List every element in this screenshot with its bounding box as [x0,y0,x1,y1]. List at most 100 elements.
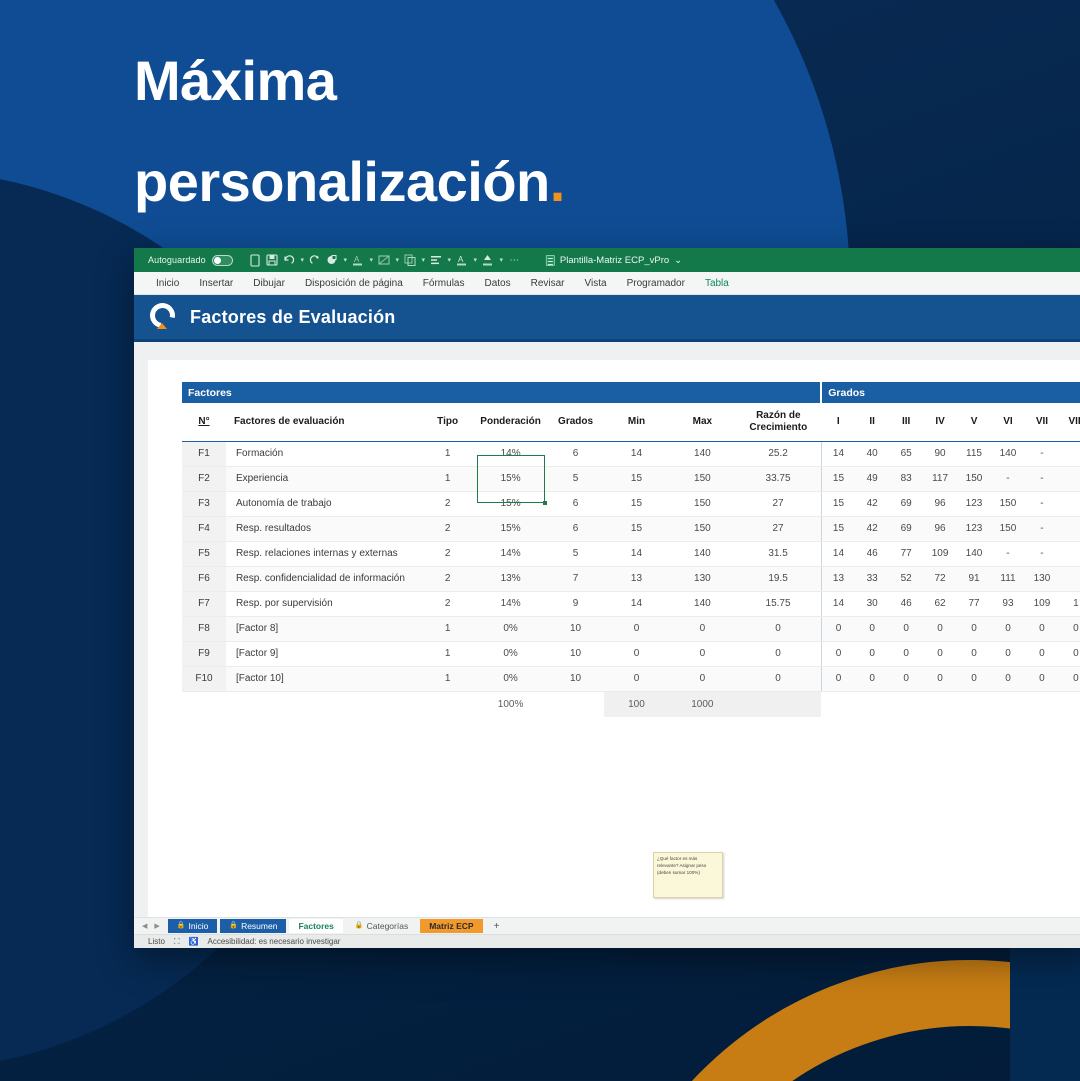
text-color-icon[interactable]: A [454,252,471,269]
header-grade-2[interactable]: II [855,403,890,442]
cell-num[interactable]: F4 [182,516,226,542]
cell-grade-1[interactable]: 15 [820,491,856,517]
cell-ponderacion[interactable]: 15% [473,516,548,542]
cell-grade-2[interactable]: 40 [855,441,890,467]
cell-razon[interactable]: 19.5 [735,566,822,592]
cell-factor[interactable]: Resp. resultados [225,516,422,542]
sheet-nav-prev-icon[interactable]: ◀ [142,923,148,930]
cell-grados[interactable]: 6 [547,491,604,517]
cell-tipo[interactable]: 1 [421,441,474,467]
cell-min[interactable]: 0 [603,666,670,692]
cell-factor[interactable]: [Factor 9] [225,641,422,667]
font-color-chevron-down-icon[interactable]: ▾ [369,257,373,264]
cell-max[interactable]: 0 [669,641,736,667]
cell-tipo[interactable]: 2 [421,591,474,617]
document-chevron-down-icon[interactable]: ⌄ [674,254,683,266]
fill-color-icon[interactable] [324,252,341,269]
cell-tipo[interactable]: 2 [421,516,474,542]
cell-grade-7[interactable]: 0 [1024,641,1059,667]
cell-grade-5[interactable]: 77 [957,591,991,617]
header-num[interactable]: N° [182,403,226,442]
cell-factor[interactable]: Resp. relaciones internas y externas [225,541,422,567]
table-row[interactable]: F3 Autonomía de trabajo 2 15% 6 15 150 27 15 42 69… [182,491,1080,517]
cell-grade-2[interactable]: 46 [855,541,890,567]
header-grade-7[interactable]: VII [1024,403,1059,442]
cell-grade-1[interactable]: 15 [820,466,856,492]
cell-grade-4[interactable]: 109 [923,541,958,567]
cell-grade-7[interactable]: 0 [1024,666,1059,692]
cell-grade-8[interactable]: 1 [1058,591,1080,617]
cell-tipo[interactable]: 2 [421,491,474,517]
cell-grade-2[interactable]: 0 [855,641,890,667]
cell-grade-4[interactable]: 96 [923,491,958,517]
cell-num[interactable]: F5 [182,541,226,567]
cell-grade-8[interactable] [1058,466,1080,492]
page-layout-icon[interactable]: ⛶ [173,936,180,946]
cell-grade-2[interactable]: 42 [855,516,890,542]
cell-grade-3[interactable]: 77 [889,541,924,567]
cell-grade-8[interactable] [1058,441,1080,467]
cell-razon[interactable]: 25.2 [735,441,822,467]
cell-num[interactable]: F8 [182,616,226,642]
cell-max[interactable]: 140 [669,591,736,617]
cell-grade-8[interactable] [1058,516,1080,542]
cell-grade-1[interactable]: 14 [820,591,856,617]
autosave-control[interactable]: Autoguardado [148,254,233,266]
cell-max[interactable]: 150 [669,516,736,542]
cell-grade-3[interactable]: 69 [889,491,924,517]
table-row[interactable]: F4 Resp. resultados 2 15% 6 15 150 27 15 42 69 96 12… [182,516,1080,542]
cell-grade-5[interactable]: 150 [957,466,991,492]
table-row[interactable]: F6 Resp. confidencialidad de información 2… [182,566,1080,592]
cell-ponderacion[interactable]: 13% [473,566,548,592]
cell-num[interactable]: F2 [182,466,226,492]
cell-num[interactable]: F7 [182,591,226,617]
cell-grados[interactable]: 6 [547,441,604,467]
cell-grados[interactable]: 10 [547,616,604,642]
cell-tipo[interactable]: 1 [421,466,474,492]
cell-grade-2[interactable]: 49 [855,466,890,492]
cell-grade-6[interactable]: 0 [991,666,1025,692]
cell-factor[interactable]: Autonomía de trabajo [225,491,422,517]
cell-grade-5[interactable]: 123 [957,516,991,542]
cell-num[interactable]: F1 [182,441,226,467]
ribbon-tab-datos[interactable]: Datos [484,277,511,289]
ribbon-tab-vista[interactable]: Vista [584,277,607,289]
cell-min[interactable]: 0 [603,616,670,642]
sheet-tab-matriz-ecp[interactable]: Matriz ECP [420,919,483,933]
cell-num[interactable]: F10 [182,666,226,692]
cell-grade-7[interactable]: - [1024,516,1059,542]
cell-grade-8[interactable] [1058,566,1080,592]
header-grade-4[interactable]: IV [923,403,958,442]
cell-grade-2[interactable]: 30 [855,591,890,617]
ribbon-tab-programador[interactable]: Programador [626,277,685,289]
cell-grade-4[interactable]: 96 [923,516,958,542]
borders-chevron-down-icon[interactable]: ▾ [395,257,399,264]
font-color-icon[interactable]: A [350,252,367,269]
cell-grados[interactable]: 9 [547,591,604,617]
cell-grade-3[interactable]: 65 [889,441,924,467]
borders-icon[interactable] [376,252,393,269]
cell-grados[interactable]: 5 [547,466,604,492]
cell-ponderacion[interactable]: 0% [473,616,548,642]
cell-grade-4[interactable]: 0 [923,641,958,667]
cell-grade-4[interactable]: 72 [923,566,958,592]
cell-min[interactable]: 14 [603,591,670,617]
cell-razon[interactable]: 0 [735,616,822,642]
table-row[interactable]: F9 [Factor 9] 1 0% 10 0 0 0 0 0 0 0 0 0 0 0 [182,641,1080,667]
ribbon-tab-dibujar[interactable]: Dibujar [253,277,285,289]
fill-chevron-down-icon[interactable]: ▾ [343,257,347,264]
save-icon[interactable] [264,252,281,269]
align-icon[interactable] [428,252,445,269]
header-factor[interactable]: Factores de evaluación [225,403,422,442]
ribbon-tab-inicio[interactable]: Inicio [156,277,180,289]
cell-grade-6[interactable]: 0 [991,616,1025,642]
cell-grade-3[interactable]: 83 [889,466,924,492]
cell-grade-3[interactable]: 0 [889,666,924,692]
cell-grade-1[interactable]: 13 [820,566,856,592]
table-row[interactable]: F8 [Factor 8] 1 0% 10 0 0 0 0 0 0 0 0 0 0 0 [182,616,1080,642]
cell-razon[interactable]: 0 [735,641,822,667]
undo-icon[interactable] [281,252,298,269]
ribbon-tab-insertar[interactable]: Insertar [199,277,234,289]
cell-factor[interactable]: Formación [225,441,422,467]
autosave-toggle[interactable] [211,254,233,266]
